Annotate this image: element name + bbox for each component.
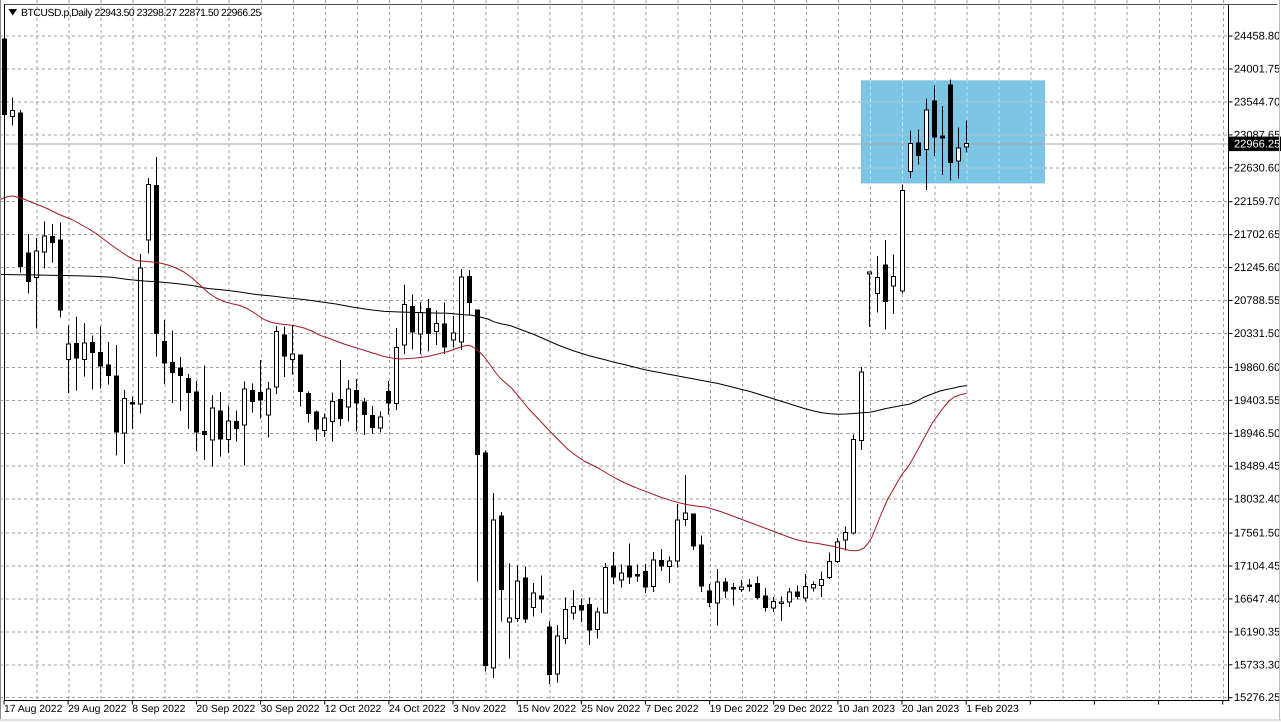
svg-text:20331.50: 20331.50 <box>1234 328 1280 340</box>
svg-text:1 Feb 2023: 1 Feb 2023 <box>966 704 1019 715</box>
svg-text:3 Nov 2022: 3 Nov 2022 <box>453 704 506 715</box>
svg-text:24001.75: 24001.75 <box>1234 64 1280 76</box>
svg-text:29 Aug 2022: 29 Aug 2022 <box>68 704 127 715</box>
svg-text:19860.60: 19860.60 <box>1234 362 1280 374</box>
svg-text:7 Dec 2022: 7 Dec 2022 <box>645 704 698 715</box>
svg-text:23544.70: 23544.70 <box>1234 96 1280 108</box>
svg-text:22966.25: 22966.25 <box>1234 139 1280 151</box>
svg-text:17104.45: 17104.45 <box>1234 561 1280 573</box>
svg-text:21702.65: 21702.65 <box>1234 229 1280 241</box>
svg-text:25 Nov 2022: 25 Nov 2022 <box>581 704 640 715</box>
svg-text:22159.70: 22159.70 <box>1234 196 1280 208</box>
svg-text:16190.35: 16190.35 <box>1234 626 1280 638</box>
svg-text:8 Sep 2022: 8 Sep 2022 <box>132 704 185 715</box>
svg-text:10 Jan 2023: 10 Jan 2023 <box>838 704 895 715</box>
svg-text:BTCUSD.p,Daily 22943.50 23298: BTCUSD.p,Daily 22943.50 23298.27 22871.5… <box>21 8 261 19</box>
svg-text:15276.25: 15276.25 <box>1234 692 1280 704</box>
svg-text:19403.55: 19403.55 <box>1234 395 1280 407</box>
svg-text:20 Jan 2023: 20 Jan 2023 <box>902 704 959 715</box>
svg-text:22630.60: 22630.60 <box>1234 162 1280 174</box>
svg-text:15733.30: 15733.30 <box>1234 659 1280 671</box>
svg-text:17 Aug 2022: 17 Aug 2022 <box>4 704 63 715</box>
svg-text:24 Oct 2022: 24 Oct 2022 <box>389 704 446 715</box>
svg-text:30 Sep 2022: 30 Sep 2022 <box>261 704 320 715</box>
svg-text:16647.40: 16647.40 <box>1234 593 1280 605</box>
svg-text:12 Oct 2022: 12 Oct 2022 <box>325 704 382 715</box>
svg-text:20 Sep 2022: 20 Sep 2022 <box>196 704 255 715</box>
svg-text:18946.50: 18946.50 <box>1234 428 1280 440</box>
svg-text:15 Nov 2022: 15 Nov 2022 <box>517 704 576 715</box>
svg-text:21245.60: 21245.60 <box>1234 262 1280 274</box>
svg-text:20788.55: 20788.55 <box>1234 295 1280 307</box>
svg-text:17561.50: 17561.50 <box>1234 528 1280 540</box>
svg-text:24458.80: 24458.80 <box>1234 31 1280 43</box>
svg-text:18489.45: 18489.45 <box>1234 461 1280 473</box>
svg-text:19 Dec 2022: 19 Dec 2022 <box>710 704 769 715</box>
svg-text:18032.40: 18032.40 <box>1234 494 1280 506</box>
svg-text:29 Dec 2022: 29 Dec 2022 <box>774 704 833 715</box>
